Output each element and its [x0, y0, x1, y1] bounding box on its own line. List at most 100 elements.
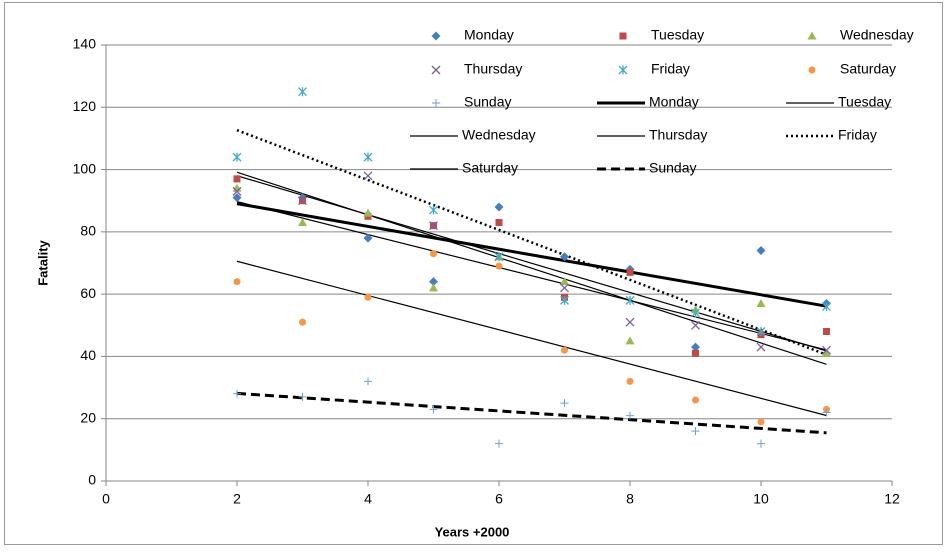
marker: [625, 317, 635, 327]
x-axis-title: Years +2000: [435, 524, 510, 539]
marker: [233, 278, 241, 286]
marker: [756, 327, 766, 337]
y-tick-label: 120: [73, 98, 97, 114]
trendline: [236, 201, 827, 351]
trendline: [236, 171, 827, 365]
marker: [364, 293, 372, 301]
marker: [298, 218, 307, 227]
marker: [560, 295, 569, 305]
marker: [692, 349, 699, 357]
marker: [299, 318, 306, 326]
marker: [822, 408, 831, 417]
y-axis-title: Fatality: [35, 239, 50, 285]
marker: [494, 202, 504, 212]
marker: [495, 262, 503, 270]
marker: [756, 246, 766, 256]
legend-label: Saturday: [462, 160, 518, 176]
x-tick-label: 0: [102, 491, 110, 507]
legend: Monday Tuesday Wednesday Thursday Friday Satu…: [410, 27, 914, 176]
marker: [298, 196, 307, 206]
x-tick-label: 10: [753, 491, 769, 507]
legend-label: Sunday: [464, 94, 511, 110]
marker: [807, 31, 817, 40]
marker: [757, 439, 765, 448]
marker: [823, 328, 830, 336]
marker: [560, 277, 569, 286]
marker: [561, 346, 568, 354]
marker: [495, 219, 503, 227]
marker: [495, 439, 503, 448]
marker: [691, 308, 700, 318]
marker: [560, 283, 569, 293]
marker: [429, 277, 438, 287]
x-tick-label: 6: [495, 491, 503, 507]
x-tick-label: 12: [884, 491, 900, 507]
trendline: [236, 128, 827, 356]
marker: [691, 427, 700, 436]
marker: [232, 186, 242, 196]
marker: [233, 175, 241, 183]
trendline: [236, 202, 827, 308]
marker: [756, 342, 766, 352]
legend-label: Tuesday: [838, 94, 891, 110]
marker: [625, 336, 635, 345]
marker: [363, 233, 373, 243]
y-tick-label: 60: [80, 285, 96, 301]
legend-label: Monday: [464, 27, 514, 43]
y-tick-label: 140: [73, 36, 97, 52]
legend-label: Sunday: [649, 160, 696, 176]
x-tick-label: 4: [364, 491, 372, 507]
legend-label: Tuesday: [651, 27, 704, 43]
y-tick-label: 0: [88, 472, 96, 488]
marker: [692, 396, 699, 404]
marker: [625, 295, 635, 305]
marker: [232, 152, 242, 162]
legend-label: Thursday: [649, 127, 707, 143]
chart-border: [4, 2, 943, 545]
trendline: [236, 175, 827, 352]
legend-label: Saturday: [840, 61, 896, 77]
marker: [757, 418, 765, 426]
marker: [430, 250, 437, 258]
marker: [619, 32, 627, 40]
marker: [626, 411, 634, 420]
y-tick-label: 80: [80, 223, 96, 239]
marker: [691, 342, 700, 352]
marker: [822, 302, 831, 312]
y-tick-label: 100: [73, 160, 97, 176]
marker: [822, 345, 831, 355]
marker: [432, 99, 440, 107]
marker: [431, 65, 441, 75]
marker: [691, 320, 700, 330]
trendline: [236, 260, 827, 417]
marker: [298, 392, 307, 401]
marker: [429, 221, 438, 231]
legend-label: Friday: [838, 127, 877, 143]
legend-label: Wednesday: [840, 27, 914, 43]
marker: [363, 152, 373, 162]
legend-label: Friday: [651, 61, 690, 77]
legend-label: Monday: [649, 94, 699, 110]
marker: [560, 252, 569, 262]
trendline: [236, 391, 827, 435]
marker: [626, 268, 634, 276]
marker: [494, 252, 504, 262]
x-tick-label: 8: [626, 491, 634, 507]
marker: [429, 205, 438, 215]
x-tick-label: 2: [233, 491, 241, 507]
marker: [298, 87, 307, 97]
marker: [560, 399, 569, 408]
marker: [363, 171, 373, 181]
legend-label: Wednesday: [462, 127, 536, 143]
marker: [232, 193, 242, 203]
y-tick-label: 20: [80, 409, 96, 425]
marker: [233, 389, 241, 398]
marker: [364, 377, 372, 386]
marker: [363, 208, 373, 217]
marker: [756, 298, 766, 307]
marker: [429, 405, 438, 414]
marker: [822, 348, 831, 357]
y-tick-label: 40: [80, 347, 96, 363]
